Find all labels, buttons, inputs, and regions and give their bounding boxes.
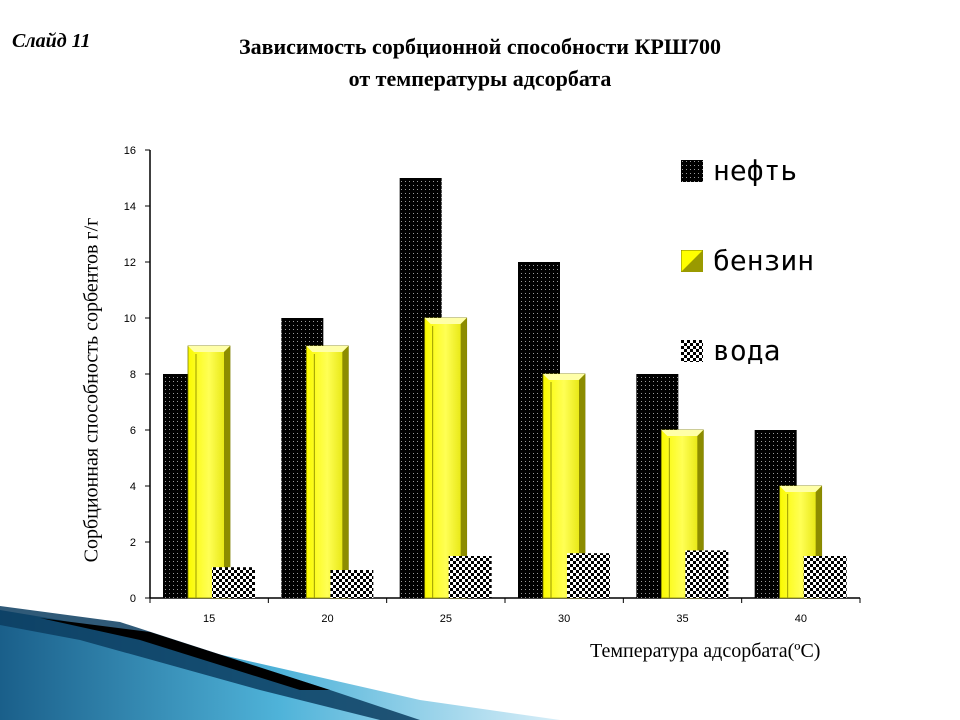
bar-petrol (305, 345, 349, 599)
y-tick-label: 10 (124, 313, 136, 325)
bar-water (212, 567, 255, 598)
x-tick-label: 25 (440, 613, 452, 625)
bar-petrol-top-bevel (779, 486, 822, 492)
chart-axes (145, 149, 861, 603)
y-tick-label: 8 (130, 369, 136, 381)
bar-petrol (187, 345, 231, 599)
x-tick-label: 35 (676, 613, 688, 625)
bar-petrol-top-bevel (306, 346, 349, 352)
bar-petrol-side-bevel (579, 374, 585, 598)
bar-petrol-side-bevel (224, 346, 230, 598)
y-axis-label: Сорбционная способность сорбентов г/г (80, 217, 103, 563)
legend-swatch-petrol (681, 250, 703, 272)
bar-petrol-top-bevel (424, 318, 467, 324)
x-tick-label: 30 (558, 613, 570, 625)
x-axis-label: Температура адсорбата(ºС) (590, 640, 821, 662)
y-tick-label: 0 (130, 593, 136, 605)
legend-swatch-water (681, 340, 703, 362)
bar-petrol (424, 317, 468, 599)
x-tick-label: 20 (321, 613, 333, 625)
y-tick-label: 12 (124, 257, 136, 269)
x-tick-label: 40 (795, 613, 807, 625)
legend-label-oil: нефть (713, 154, 798, 187)
y-tick-label: 16 (124, 145, 136, 157)
legend-label-petrol: бензин (713, 244, 815, 277)
bar-water (685, 550, 729, 598)
bar-petrol-side-bevel (460, 318, 467, 598)
bar-petrol-top-bevel (188, 346, 230, 352)
y-tick-label: 6 (130, 425, 136, 437)
bar-water (448, 556, 492, 598)
bar-water (567, 553, 610, 598)
chart-tick-labels: 0 2 4 6 8 10 12 14 16 15 20 25 30 35 40 (124, 145, 807, 625)
chart-bars (163, 178, 847, 599)
bar-water (803, 556, 847, 598)
bar-petrol-face (187, 345, 231, 599)
bar-petrol-face (424, 317, 468, 599)
bar-petrol-side-bevel (342, 346, 349, 598)
y-tick-label: 4 (130, 481, 136, 493)
bar-petrol-top-bevel (543, 374, 585, 380)
y-tick-label: 14 (124, 201, 136, 213)
bar-petrol-face (305, 345, 349, 599)
chart-title-line-1: Зависимость сорбционной способности КРШ7… (238, 34, 722, 59)
x-tick-label: 15 (203, 613, 215, 625)
decorative-swoosh (0, 606, 560, 720)
slide-number-label: Слайд 11 (12, 30, 91, 52)
y-tick-label: 2 (130, 537, 136, 549)
bar-water (330, 570, 374, 598)
bar-petrol-top-bevel (661, 430, 704, 436)
legend-swatch-oil (681, 160, 703, 182)
legend-label-water: вода (713, 334, 781, 367)
chart-title-line-2: от температуры адсорбата (348, 66, 612, 91)
